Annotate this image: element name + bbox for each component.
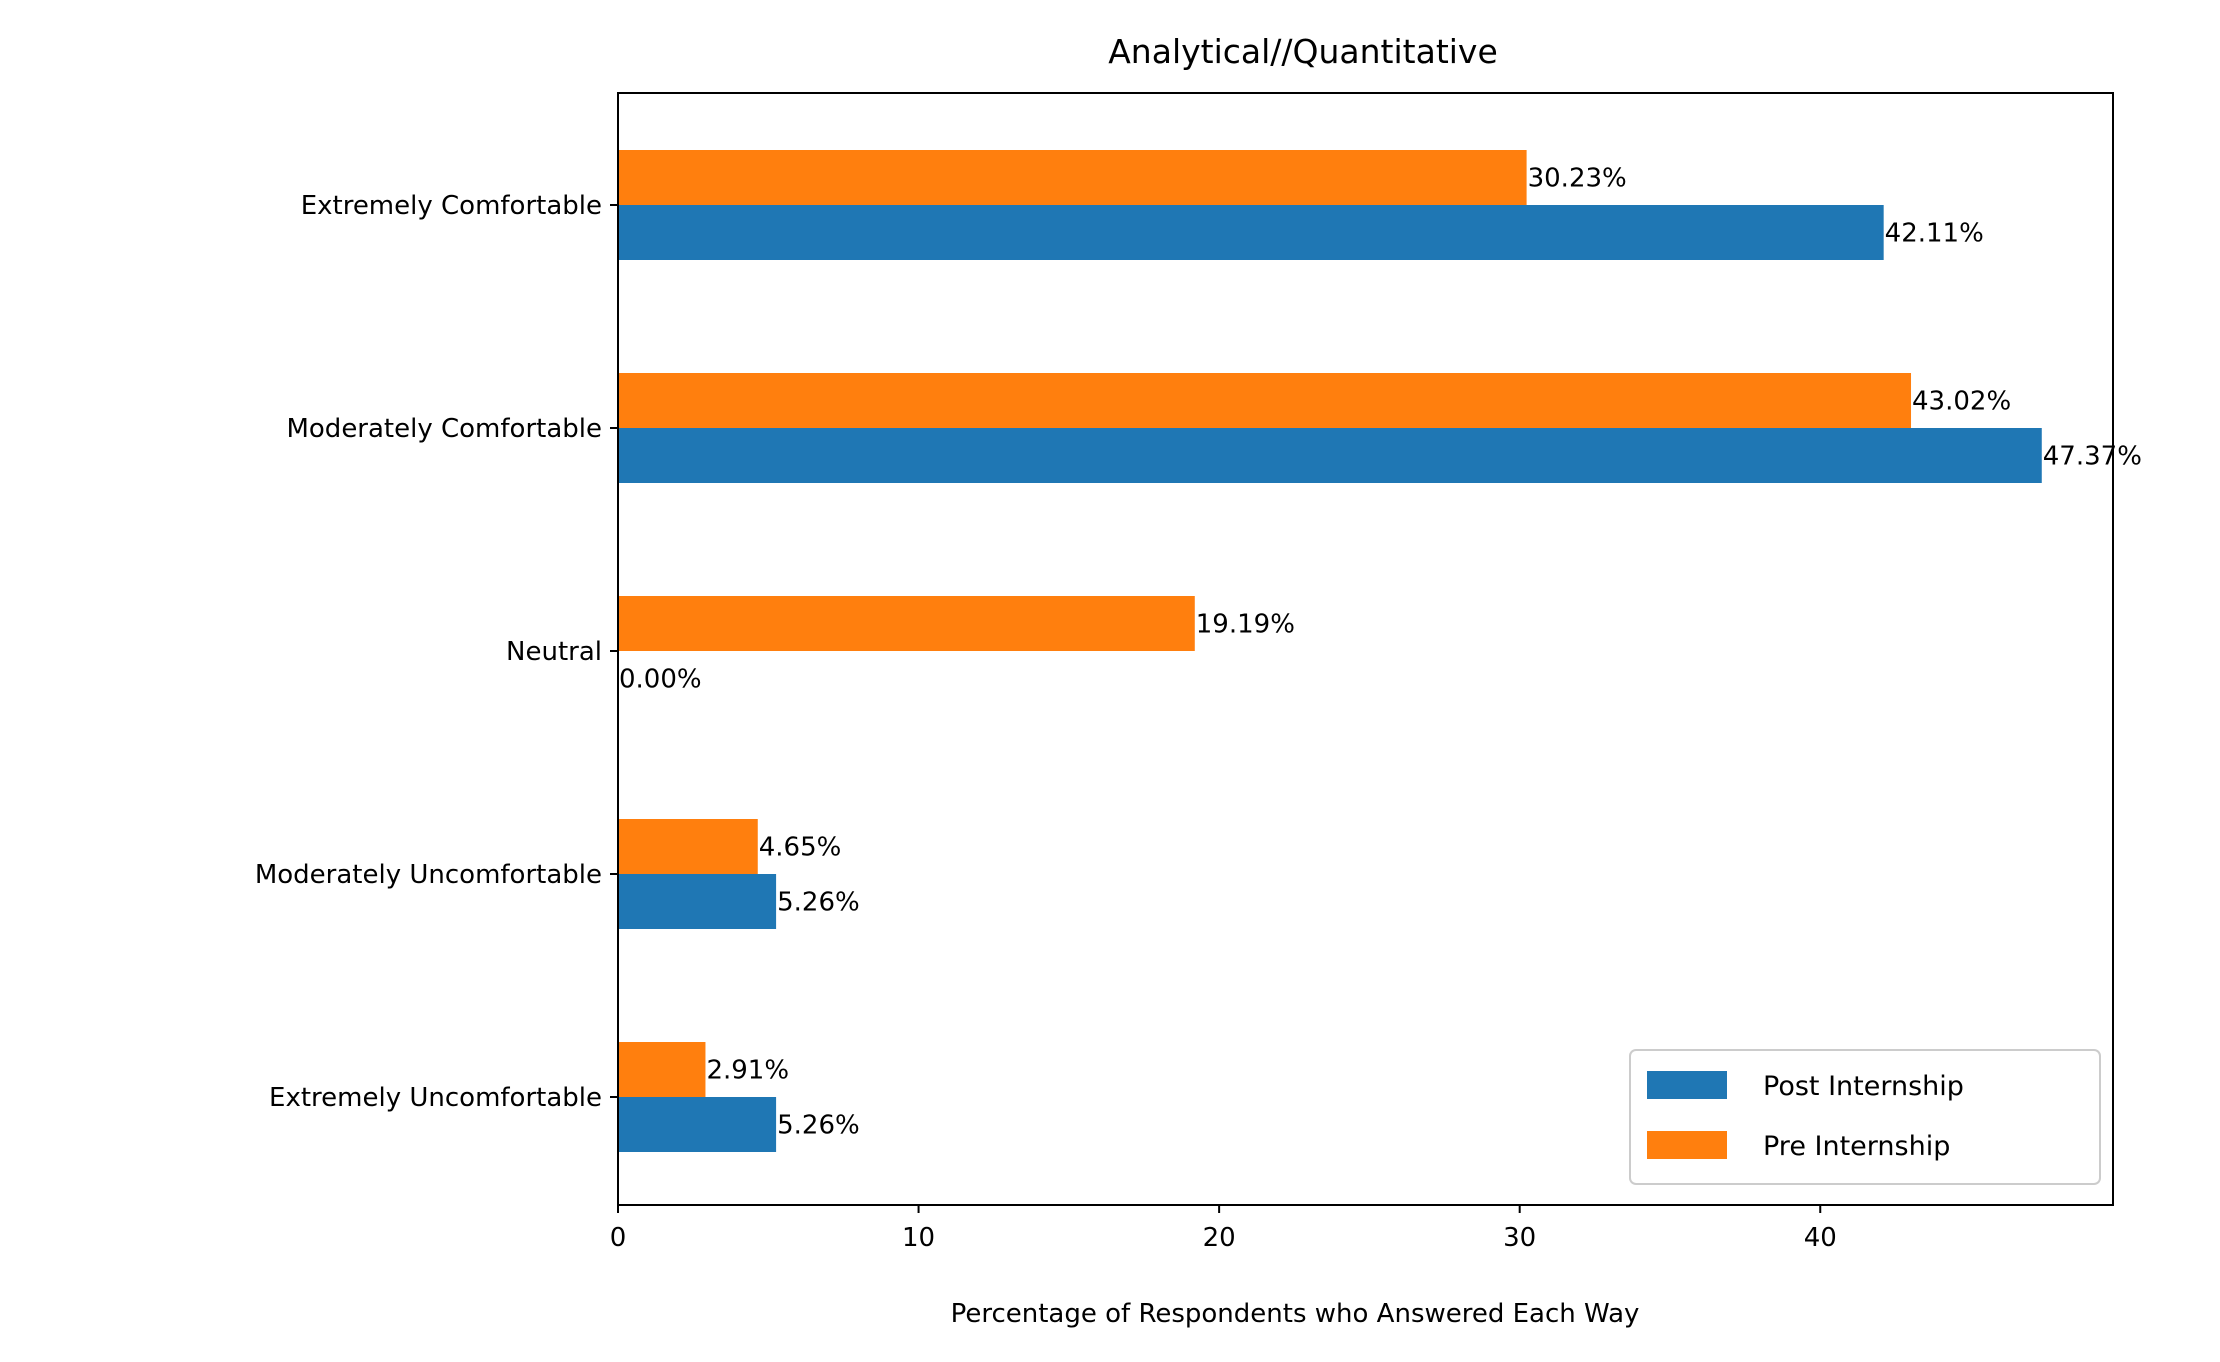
bar-value-label: 19.19% bbox=[1196, 610, 1295, 640]
legend-label: Post Internship bbox=[1763, 1071, 1964, 1102]
bar-value-label: 42.11% bbox=[1885, 219, 1984, 249]
bar-pre-internship bbox=[618, 819, 758, 874]
bar-post-internship bbox=[618, 874, 777, 929]
legend-swatch-pre bbox=[1647, 1131, 1727, 1159]
legend: Post Internship Pre Internship bbox=[1629, 1049, 2101, 1185]
bar-pre-internship bbox=[618, 1042, 706, 1097]
y-tick-label: Extremely Comfortable bbox=[301, 191, 602, 221]
y-axis: Extremely Comfortable Moderately Comforta… bbox=[255, 191, 618, 1113]
bar-post-internship bbox=[618, 205, 1884, 260]
bar-value-label: 30.23% bbox=[1528, 164, 1627, 194]
bar-value-label: 43.02% bbox=[1912, 387, 2011, 417]
legend-box bbox=[1629, 1049, 2101, 1185]
bar-pre-internship bbox=[618, 373, 1912, 428]
bar-value-label: 4.65% bbox=[759, 833, 842, 863]
plot-frame bbox=[617, 92, 2114, 1206]
x-tick-label: 10 bbox=[902, 1223, 935, 1253]
bars-layer bbox=[618, 150, 2042, 1152]
y-tick-label: Moderately Uncomfortable bbox=[255, 860, 602, 890]
bar-value-label: 2.91% bbox=[706, 1056, 789, 1086]
bar-pre-internship bbox=[618, 596, 1195, 651]
x-tick-label: 0 bbox=[610, 1223, 627, 1253]
bar-value-label: 47.37% bbox=[2043, 442, 2142, 472]
y-tick-label: Extremely Uncomfortable bbox=[269, 1083, 602, 1113]
y-tick-label: Moderately Comfortable bbox=[286, 414, 602, 444]
legend-swatch-post bbox=[1647, 1071, 1727, 1099]
x-tick-label: 40 bbox=[1804, 1223, 1837, 1253]
bar-post-internship bbox=[618, 1097, 777, 1152]
x-tick-label: 20 bbox=[1203, 1223, 1236, 1253]
x-tick-label: 30 bbox=[1503, 1223, 1536, 1253]
bar-pre-internship bbox=[618, 150, 1527, 205]
bar-value-label: 5.26% bbox=[777, 1111, 860, 1141]
legend-label: Pre Internship bbox=[1763, 1131, 1950, 1162]
bar-labels-layer: 42.11% 30.23% 47.37% 43.02% 0.00% 19.19% 5.26%… bbox=[619, 164, 2142, 1141]
x-axis: 0 10 20 30 40 bbox=[610, 1205, 1837, 1253]
bar-value-label: 0.00% bbox=[619, 665, 702, 695]
chart-title: Analytical//Quantitative bbox=[1108, 32, 1498, 71]
bar-value-label: 5.26% bbox=[777, 888, 860, 918]
x-axis-label: Percentage of Respondents who Answered E… bbox=[951, 1299, 1640, 1329]
bar-post-internship bbox=[618, 428, 2042, 483]
y-tick-label: Neutral bbox=[506, 637, 602, 667]
